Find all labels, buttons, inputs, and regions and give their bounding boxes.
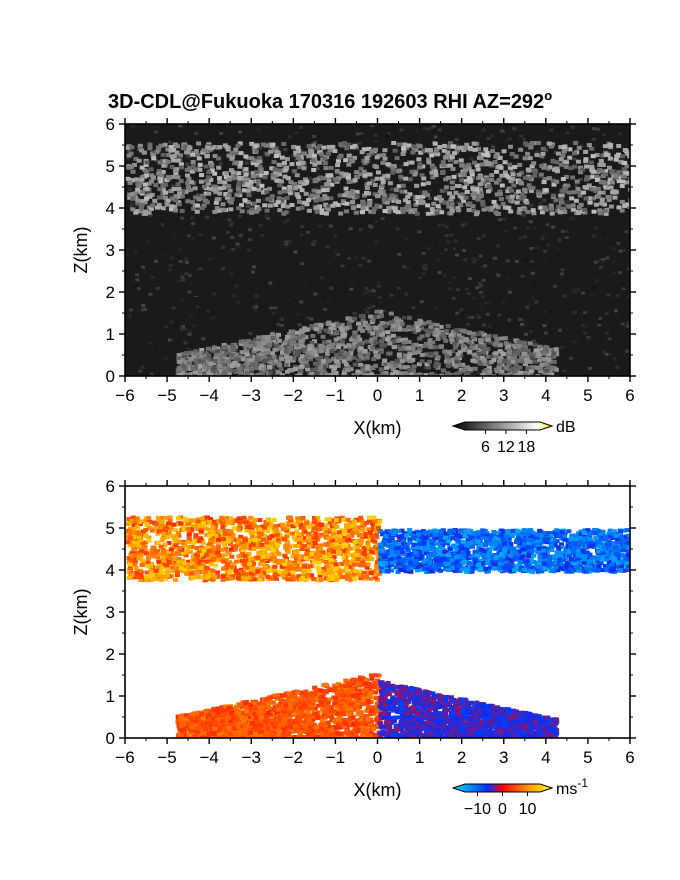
layer-4 — [377, 680, 560, 738]
y-tick-label: 2 — [106, 283, 115, 302]
colorbar-tick-label: 6 — [481, 439, 490, 456]
reflectivity-colorbar: 6 12 18 dB — [451, 419, 576, 456]
x-tick-label: −6 — [115, 386, 134, 405]
title-superscript: o — [544, 88, 552, 103]
x-tick-label: 4 — [541, 386, 550, 405]
colorbar-tick-label: 0 — [498, 801, 507, 818]
x-tick-label: 2 — [457, 386, 466, 405]
y-tick-label: 0 — [106, 367, 115, 386]
x-tick-label: 5 — [583, 748, 592, 767]
y-axis-label: Z(km) — [71, 589, 91, 636]
x-tick-label: −5 — [157, 748, 176, 767]
x-axis-ticks: −6 −5 −4 −3 −2 −1 0 1 2 3 4 5 6 — [115, 118, 635, 405]
velocity-panel: −6 −5 −4 −3 −2 −1 0 1 2 3 4 5 6 0 1 2 3 4 5 6 X(km) Z(km) — [71, 477, 636, 800]
x-tick-label: 0 — [373, 748, 382, 767]
y-axis-ticks: 0 1 2 3 4 5 6 — [106, 115, 636, 386]
y-axis-ticks: 0 1 2 3 4 5 6 — [106, 477, 636, 748]
x-tick-label: −1 — [326, 748, 345, 767]
colorbar-unit: dB — [556, 419, 576, 436]
x-tick-label: −2 — [284, 386, 303, 405]
x-tick-label: 1 — [415, 386, 424, 405]
x-tick-label: 2 — [457, 748, 466, 767]
x-axis-label: X(km) — [354, 418, 402, 438]
x-tick-label: −4 — [199, 386, 218, 405]
colorbar-tick-label: 18 — [517, 439, 535, 456]
x-tick-label: −6 — [115, 748, 134, 767]
y-tick-label: 5 — [106, 519, 115, 538]
y-tick-label: 3 — [106, 603, 115, 622]
y-tick-label: 6 — [106, 477, 115, 496]
y-tick-label: 1 — [106, 687, 115, 706]
layer-2 — [377, 528, 630, 574]
x-tick-label: 0 — [373, 386, 382, 405]
x-tick-label: 3 — [499, 386, 508, 405]
x-tick-label: 1 — [415, 748, 424, 767]
layer-1 — [125, 140, 630, 217]
x-tick-label: 6 — [625, 386, 634, 405]
y-tick-label: 0 — [106, 729, 115, 748]
y-tick-label: 4 — [106, 561, 115, 580]
x-axis-ticks: −6 −5 −4 −3 −2 −1 0 1 2 3 4 5 6 — [115, 480, 635, 767]
x-tick-label: 5 — [583, 386, 592, 405]
layer-3 — [175, 673, 383, 738]
y-tick-label: 4 — [106, 199, 115, 218]
y-tick-label: 2 — [106, 645, 115, 664]
colorbar-tick-label: −10 — [464, 801, 491, 818]
colorbar-bar — [451, 783, 554, 793]
y-axis-label: Z(km) — [71, 227, 91, 274]
x-tick-label: 4 — [541, 748, 550, 767]
x-tick-label: 6 — [625, 748, 634, 767]
y-tick-label: 1 — [106, 325, 115, 344]
colorbar-unit: ms-1 — [556, 776, 588, 798]
velocity-colorbar: −10 0 10 ms-1 — [451, 776, 588, 818]
reflectivity-panel: −6 −5 −4 −3 −2 −1 0 1 2 3 4 5 6 0 1 2 3 4 5 6 X(km) Z(km) — [71, 115, 636, 438]
colorbar-tick-label: 12 — [497, 439, 515, 456]
x-tick-label: −1 — [326, 386, 345, 405]
y-tick-label: 3 — [106, 241, 115, 260]
layer-2 — [175, 309, 560, 376]
x-tick-label: −4 — [199, 748, 218, 767]
x-axis-label: X(km) — [354, 780, 402, 800]
x-tick-label: −3 — [242, 386, 261, 405]
layer-1 — [125, 515, 383, 583]
colorbar-bar — [451, 421, 554, 431]
colorbar-tick-label: 10 — [519, 801, 537, 818]
x-tick-label: −3 — [242, 748, 261, 767]
y-tick-label: 5 — [106, 157, 115, 176]
x-tick-label: −5 — [157, 386, 176, 405]
x-tick-label: −2 — [284, 748, 303, 767]
y-tick-label: 6 — [106, 115, 115, 134]
chart-title: 3D-CDL@Fukuoka 170316 192603 RHI AZ=292o — [108, 88, 552, 113]
x-tick-label: 3 — [499, 748, 508, 767]
data-field — [125, 124, 630, 376]
data-field — [125, 515, 630, 738]
